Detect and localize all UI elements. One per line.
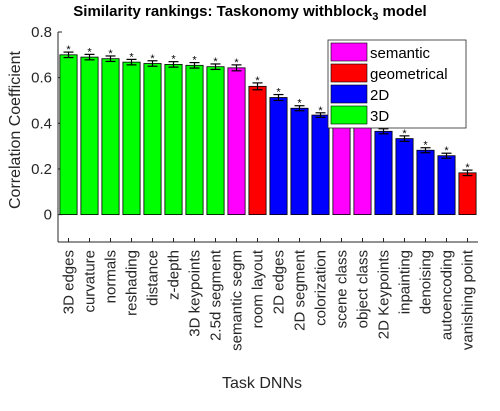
x-tick-label: reshading <box>124 250 141 316</box>
x-tick-label: 2D segment <box>292 249 309 331</box>
significance-marker: * <box>297 98 302 110</box>
significance-marker: * <box>213 56 218 68</box>
x-tick-label: 2D Keypoints <box>376 250 393 339</box>
chart-title-subscript: 3 <box>372 11 378 23</box>
significance-marker: * <box>192 55 197 67</box>
legend-label: semantic <box>370 45 431 62</box>
bar <box>458 172 477 216</box>
x-tick-label: denoising <box>418 250 435 314</box>
bar <box>311 114 330 216</box>
legend-swatch <box>330 42 368 62</box>
bar <box>290 107 309 216</box>
significance-marker: * <box>66 44 71 56</box>
bar <box>122 61 141 216</box>
significance-marker: * <box>255 75 260 87</box>
bar <box>395 138 414 216</box>
bar <box>143 63 162 216</box>
x-tick-label: object class <box>355 250 372 328</box>
x-tick-label: semantic segm <box>229 250 246 351</box>
bar <box>416 149 435 216</box>
y-axis-label: Correlation Coefficient <box>7 50 24 209</box>
x-axis-label: Task DNNs <box>222 375 302 392</box>
bar <box>59 54 78 216</box>
x-tick-label: 2D edges <box>271 250 288 314</box>
x-tick-label: z-depth <box>166 250 183 300</box>
legend-label: 3D <box>370 108 389 125</box>
legend-swatch <box>330 84 368 104</box>
bar <box>164 64 183 216</box>
legend-label: 2D <box>370 87 389 104</box>
x-tick-label: curvature <box>82 250 99 313</box>
significance-marker: * <box>108 48 113 60</box>
x-tick-label: room layout <box>250 249 267 328</box>
x-tick-label: vanishing point <box>460 249 477 350</box>
significance-marker: * <box>444 145 449 157</box>
significance-marker: * <box>465 162 470 174</box>
x-tick-label: inpainting <box>397 250 414 314</box>
significance-marker: * <box>171 54 176 66</box>
bar <box>437 155 456 216</box>
bar <box>80 56 99 216</box>
significance-marker: * <box>423 140 428 152</box>
bar <box>269 97 288 216</box>
legend: semantic geometrical 2D 3D <box>327 39 467 129</box>
y-tick-label: 0.8 <box>31 24 52 41</box>
bar <box>227 67 246 216</box>
chart-title-suffix: model <box>378 3 426 20</box>
x-tick-label: 3D edges <box>61 250 78 314</box>
y-axis: 0 0.2 0.4 0.6 0.8 <box>31 24 478 243</box>
legend-swatch <box>330 63 368 83</box>
significance-marker: * <box>402 128 407 140</box>
significance-marker: * <box>234 57 239 69</box>
y-tick-label: 0.2 <box>31 161 52 178</box>
x-axis: 3D edges curvature normals reshading distanc… <box>61 238 477 351</box>
y-tick-label: 0 <box>44 207 52 224</box>
significance-marker: * <box>276 87 281 99</box>
y-tick-label: 0.4 <box>31 115 52 132</box>
x-tick-label: 2.5d segment <box>208 249 225 341</box>
chart-title-main: Similarity rankings: Taskonomy withblock <box>73 3 373 20</box>
y-tick-label: 0.6 <box>31 70 52 87</box>
bar <box>185 64 204 216</box>
bar <box>248 85 267 216</box>
x-tick-label: distance <box>145 250 162 306</box>
chart-title: Similarity rankings: Taskonomy withblock… <box>73 3 426 23</box>
bar <box>374 130 393 216</box>
significance-marker: * <box>129 51 134 63</box>
legend-label: geometrical <box>370 66 448 83</box>
bar <box>353 116 372 216</box>
x-tick-label: 3D keypoints <box>187 250 204 337</box>
legend-swatch <box>330 105 368 125</box>
x-tick-label: scene class <box>334 250 351 328</box>
significance-marker: * <box>318 105 323 117</box>
x-tick-label: colorization <box>313 250 330 326</box>
significance-marker: * <box>150 53 155 65</box>
significance-marker: * <box>87 46 92 58</box>
bar <box>206 66 225 216</box>
bar <box>101 58 120 216</box>
x-tick-label: normals <box>103 250 120 303</box>
x-tick-label: autoencoding <box>439 250 456 340</box>
